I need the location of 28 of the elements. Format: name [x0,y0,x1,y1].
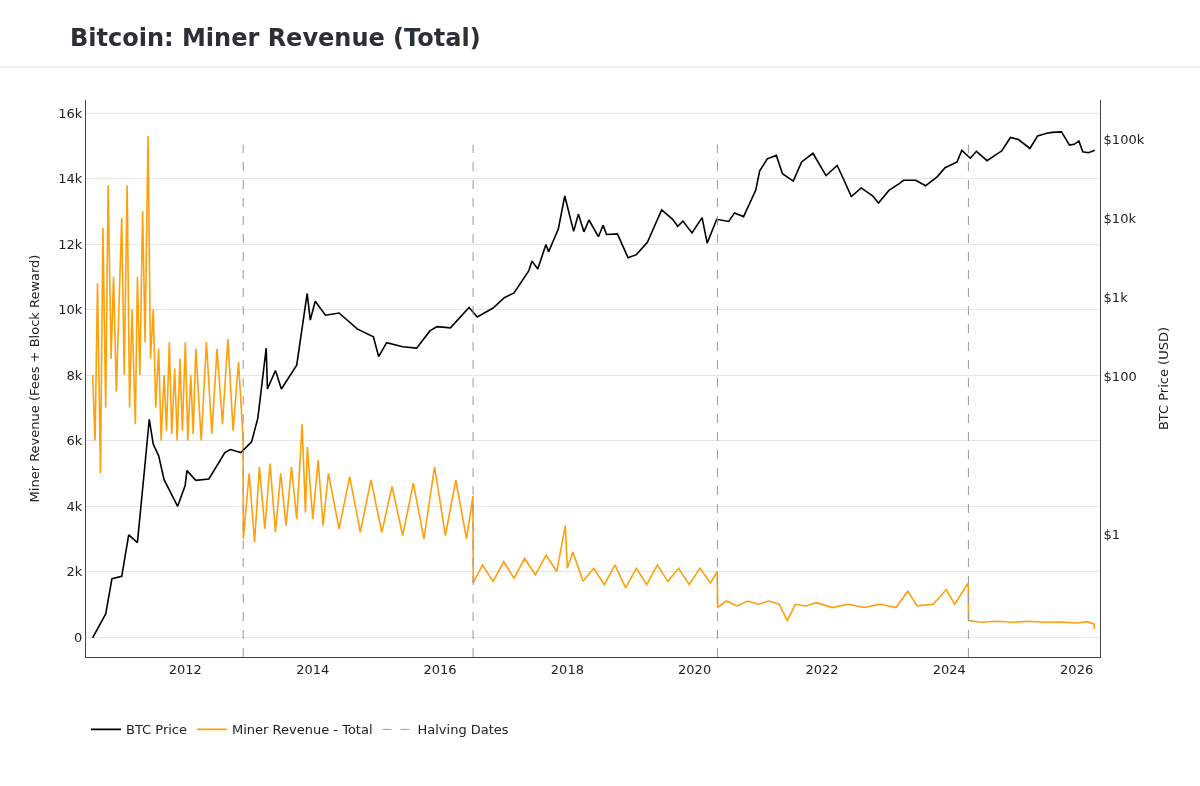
legend-label: Miner Revenue - Total [232,722,373,738]
y-tick-label: 2k [66,564,83,580]
y-tick-label: 6k [66,433,83,449]
y-tick-label: 8k [66,367,83,383]
y2-tick-label: $1k [1103,290,1129,306]
x-tick-label: 2016 [423,661,457,677]
x-tick-label: 2014 [296,661,330,677]
x-tick-label: 2024 [932,661,966,677]
y2-tick-label: $100k [1103,132,1145,148]
x-tick-label: 2012 [168,661,202,677]
legend-label: Halving Dates [417,722,509,738]
y-tick-label: 14k [58,171,83,187]
x-tick-label: 2020 [678,661,712,677]
legend-label: BTC Price [126,722,188,738]
y-tick-label: 0 [74,629,83,645]
y2-tick-label: $100 [1103,369,1137,385]
chart-title: Bitcoin: Miner Revenue (Total) [70,24,481,53]
y-tick-label: 12k [58,236,83,252]
y2-tick-label: $10k [1103,211,1137,227]
y2-tick-label: $1 [1103,527,1121,543]
y-tick-label: 16k [58,105,83,121]
y-axis-title: Miner Revenue (Fees + Block Reward) [27,254,43,503]
y2-axis-title: BTC Price (USD) [1156,326,1172,431]
x-tick-label: 2022 [805,661,839,677]
y-tick-label: 4k [66,498,83,514]
x-tick-label: 2018 [550,661,584,677]
y-tick-label: 10k [58,302,83,318]
x-tick-label: 2026 [1060,661,1094,677]
